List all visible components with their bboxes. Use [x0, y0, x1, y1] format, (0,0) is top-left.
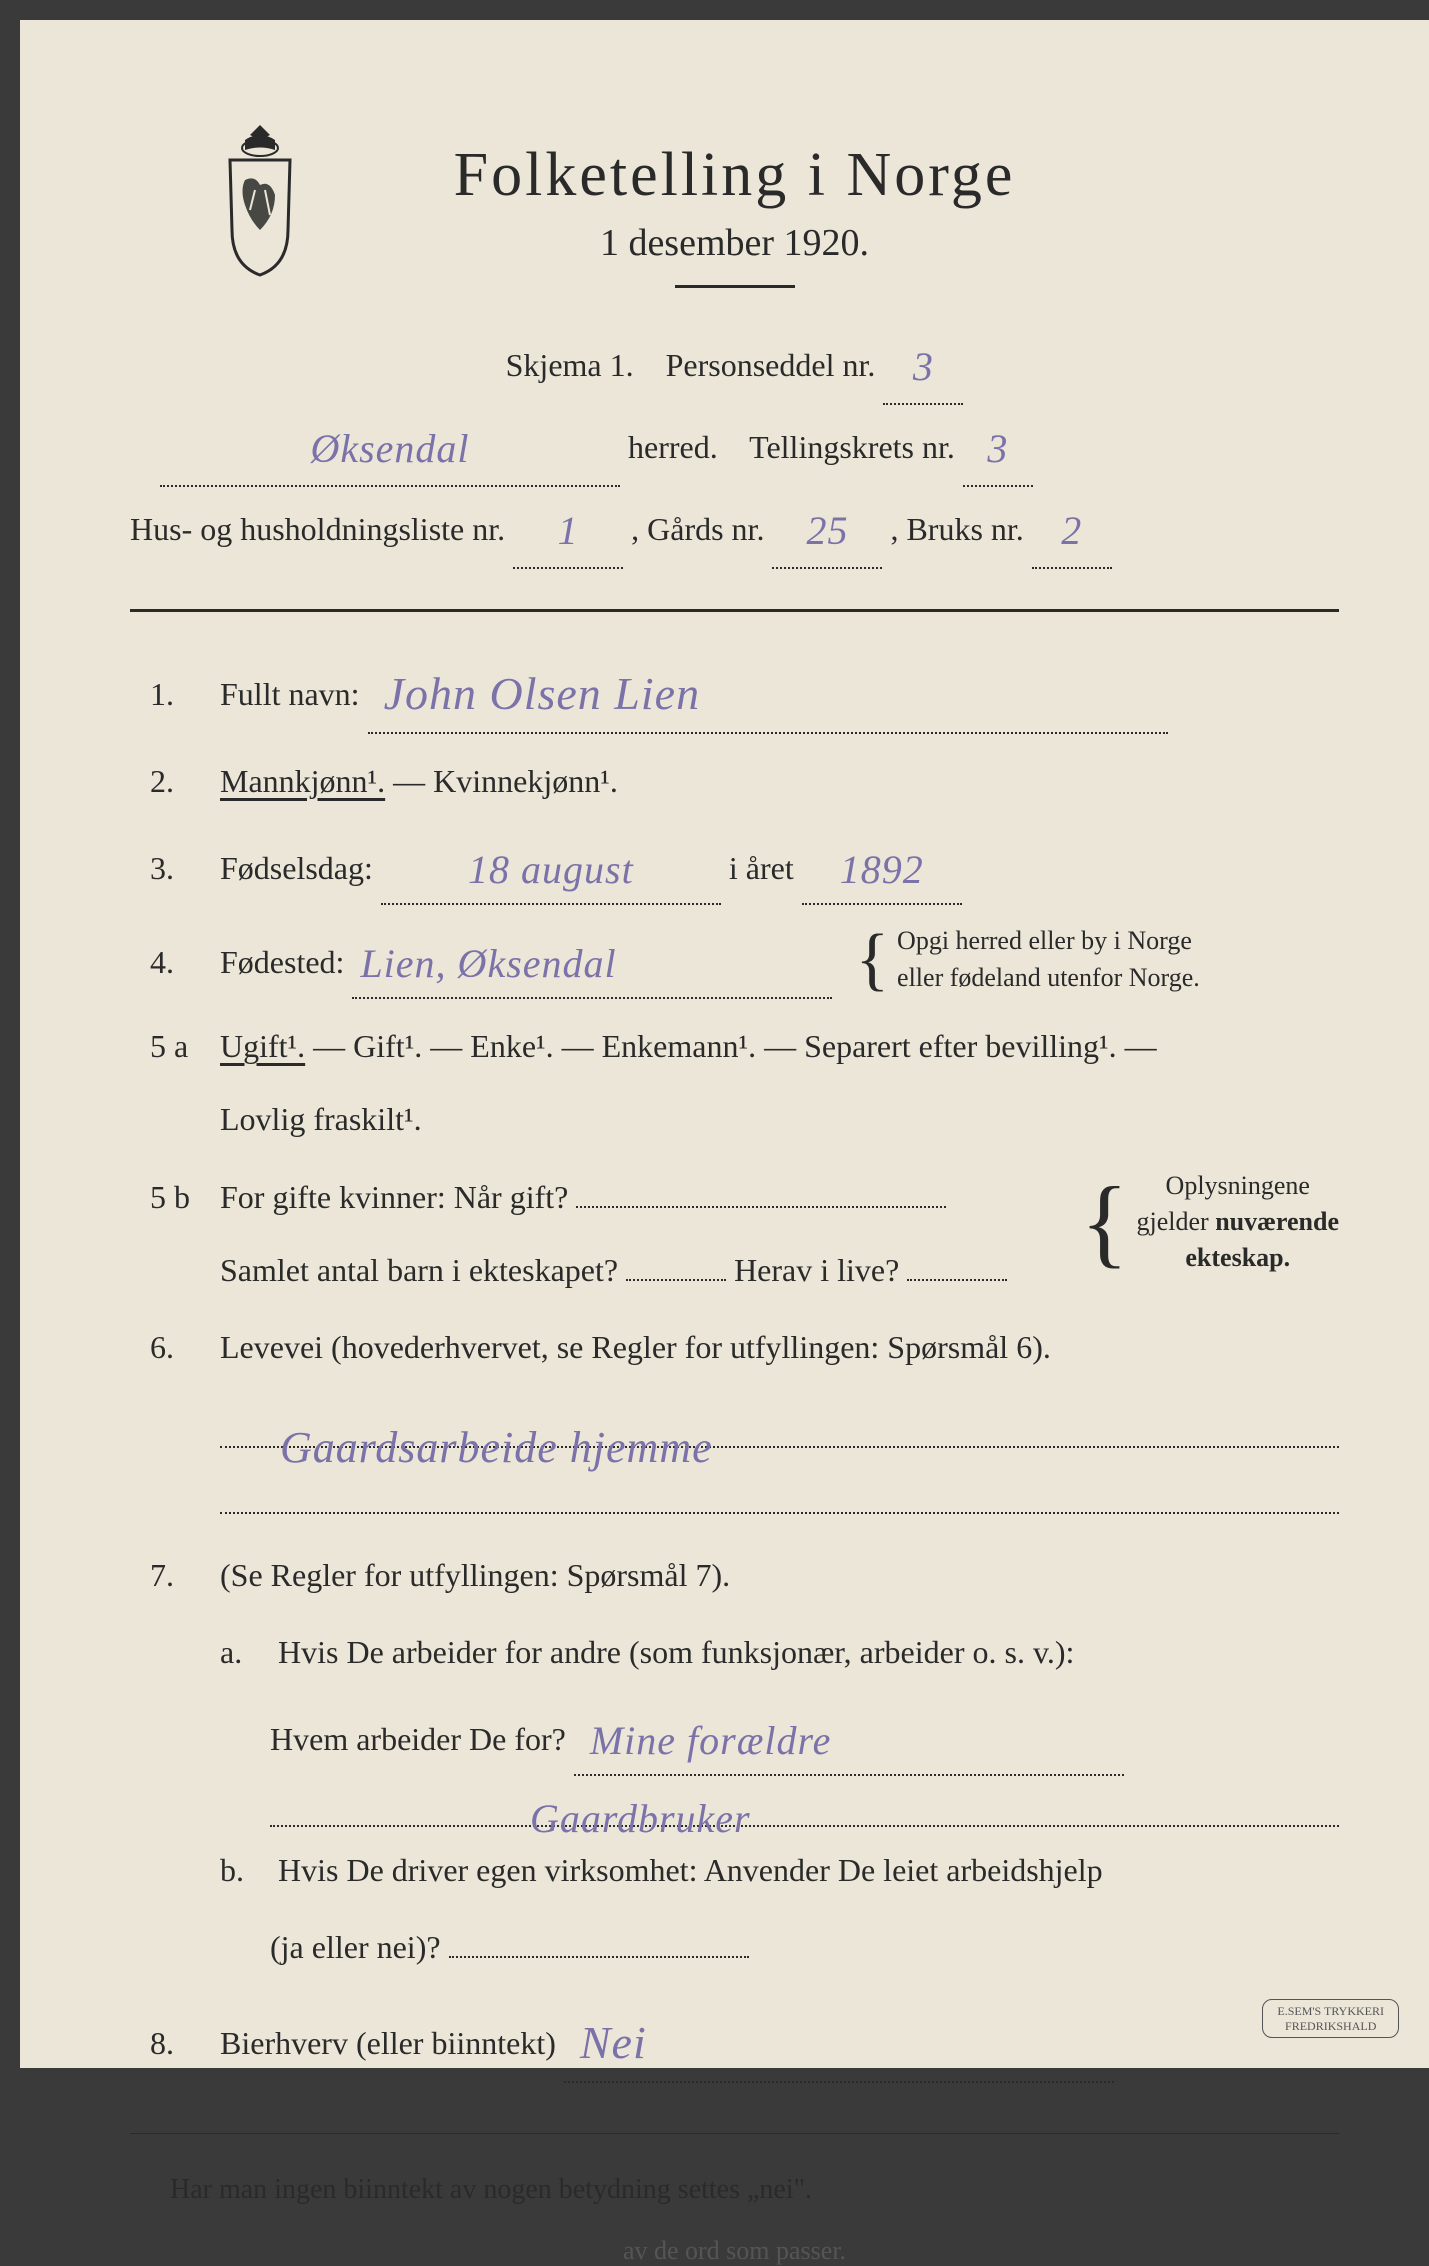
cutoff-text: av de ord som passer. — [130, 2236, 1339, 2266]
question-5b: 5 b For gifte kvinner: Når gift? Samlet … — [150, 1168, 1339, 1300]
q5b-num: 5 b — [150, 1168, 220, 1227]
q4-sidenote: Opgi herred eller by i Norge eller fødel… — [897, 923, 1200, 996]
herred-label: herred. — [628, 429, 718, 465]
personseddel-label: Personseddel nr. — [666, 347, 876, 383]
q1-num: 1. — [150, 665, 220, 724]
q8-label: Bierhverv (eller biinntekt) — [220, 2025, 556, 2061]
q5b-n1: Oplysningene — [1137, 1168, 1339, 1204]
q5b-n2: gjelder nuværende — [1137, 1204, 1339, 1240]
crest-svg — [200, 120, 320, 280]
question-5a: 5 a Ugift¹. — Gift¹. — Enke¹. — Enkemann… — [150, 1017, 1339, 1149]
q7a-letter: a. — [220, 1623, 270, 1682]
q7a-val2: Gaardbruker — [530, 1796, 751, 1841]
question-6: 6. Levevei (hovederhvervet, se Regler fo… — [150, 1318, 1339, 1528]
q7-num: 7. — [150, 1546, 220, 1605]
question-7: 7. (Se Regler for utfyllingen: Spørsmål … — [150, 1546, 1339, 1978]
tellingskrets-label: Tellingskrets nr. — [749, 429, 955, 465]
q3-num: 3. — [150, 839, 220, 898]
gards-value: 25 — [806, 508, 848, 553]
q7b-l2: (ja eller nei)? — [270, 1929, 441, 1965]
q4-note1: Opgi herred eller by i Norge — [897, 923, 1200, 959]
question-3: 3. Fødselsdag: 18 august i året 1892 — [150, 829, 1339, 905]
q5b-l2a: Samlet antal barn i ekteskapet? — [220, 1252, 618, 1288]
q5b-n3: ekteskap. — [1137, 1240, 1339, 1276]
q6-value: Gaardsarbeide hjemme — [280, 1423, 713, 1472]
header-divider — [675, 285, 795, 288]
q5a-line2: Lovlig fraskilt¹. — [220, 1090, 1339, 1149]
q2-kvinne: Kvinnekjønn¹. — [433, 763, 618, 799]
meta-line-2: Øksendal herred. Tellingskrets nr. 3 — [130, 405, 1339, 487]
meta-line-3: Hus- og husholdningsliste nr. 1 , Gårds … — [130, 487, 1339, 569]
q4-note2: eller fødeland utenfor Norge. — [897, 960, 1200, 996]
husliste-value: 1 — [558, 508, 579, 553]
q7a-val1: Mine forældre — [590, 1718, 832, 1763]
husliste-label: Hus- og husholdningsliste nr. — [130, 511, 505, 547]
q5b-l2b: Herav i live? — [734, 1252, 899, 1288]
q3-mid: i året — [729, 850, 794, 886]
coat-of-arms-icon — [200, 120, 320, 280]
q4-value: Lien, Øksendal — [360, 941, 616, 986]
meta-line-1: Skjema 1. Personseddel nr. 3 — [130, 323, 1339, 405]
q1-value: John Olsen Lien — [384, 668, 701, 719]
q7a-l1: Hvis De arbeider for andre (som funksjon… — [278, 1634, 1074, 1670]
q3-year: 1892 — [840, 847, 924, 892]
question-1: 1. Fullt navn: John Olsen Lien — [150, 647, 1339, 734]
skjema-label: Skjema 1. — [506, 347, 634, 383]
q2-mann: Mannkjønn¹. — [220, 763, 385, 799]
q6-num: 6. — [150, 1318, 220, 1377]
q4-num: 4. — [150, 933, 220, 992]
q5a-ugift: Ugift¹. — [220, 1028, 305, 1064]
q5b-l1a: For gifte kvinner: Når gift? — [220, 1179, 568, 1215]
q2-dash: — — [393, 763, 433, 799]
stamp-l1: E.SEM'S TRYKKERI — [1277, 2004, 1384, 2018]
stamp-l2: FREDRIKSHALD — [1277, 2019, 1384, 2033]
divider-top — [130, 609, 1339, 612]
bruks-label: , Bruks nr. — [890, 511, 1023, 547]
q5b-sidenote: Oplysningene gjelder nuværende ekteskap. — [1137, 1168, 1339, 1277]
q7b-letter: b. — [220, 1841, 270, 1900]
q6-label: Levevei (hovederhvervet, se Regler for u… — [220, 1329, 1051, 1365]
personseddel-value: 3 — [913, 344, 934, 389]
q3-day: 18 august — [468, 847, 634, 892]
q7-label: (Se Regler for utfyllingen: Spørsmål 7). — [220, 1546, 1339, 1605]
gards-label: , Gårds nr. — [631, 511, 764, 547]
brace-icon-2: { — [1081, 1182, 1129, 1262]
questions-block: 1. Fullt navn: John Olsen Lien 2. Mannkj… — [130, 647, 1339, 2083]
header: Folketelling i Norge 1 desember 1920. Sk… — [130, 140, 1339, 569]
q8-value: Nei — [580, 2017, 647, 2068]
question-4: 4. Fødested: Lien, Øksendal { Opgi herre… — [150, 923, 1339, 999]
divider-bottom — [130, 2133, 1339, 2134]
herred-value: Øksendal — [310, 426, 469, 471]
q5a-rest: — Gift¹. — Enke¹. — Enkemann¹. — Separer… — [313, 1028, 1157, 1064]
brace-icon: { — [855, 932, 889, 988]
q7a-l2: Hvem arbeider De for? — [270, 1721, 566, 1757]
tellingskrets-value: 3 — [987, 426, 1008, 471]
q4-label: Fødested: — [220, 944, 344, 980]
footer-note: Har man ingen biinntekt av nogen betydni… — [130, 2174, 1339, 2206]
q3-label: Fødselsdag: — [220, 850, 373, 886]
q7b-l1: Hvis De driver egen virksomhet: Anvender… — [278, 1852, 1103, 1888]
q2-num: 2. — [150, 752, 220, 811]
q8-num: 8. — [150, 2014, 220, 2073]
q1-label: Fullt navn: — [220, 676, 360, 712]
printer-stamp: E.SEM'S TRYKKERI FREDRIKSHALD — [1262, 1999, 1399, 2038]
question-2: 2. Mannkjønn¹. — Kvinnekjønn¹. — [150, 752, 1339, 811]
census-form-page: Folketelling i Norge 1 desember 1920. Sk… — [20, 20, 1429, 2068]
bruks-value: 2 — [1061, 508, 1082, 553]
q5a-num: 5 a — [150, 1017, 220, 1076]
question-8: 8. Bierhverv (eller biinntekt) Nei — [150, 1996, 1339, 2083]
